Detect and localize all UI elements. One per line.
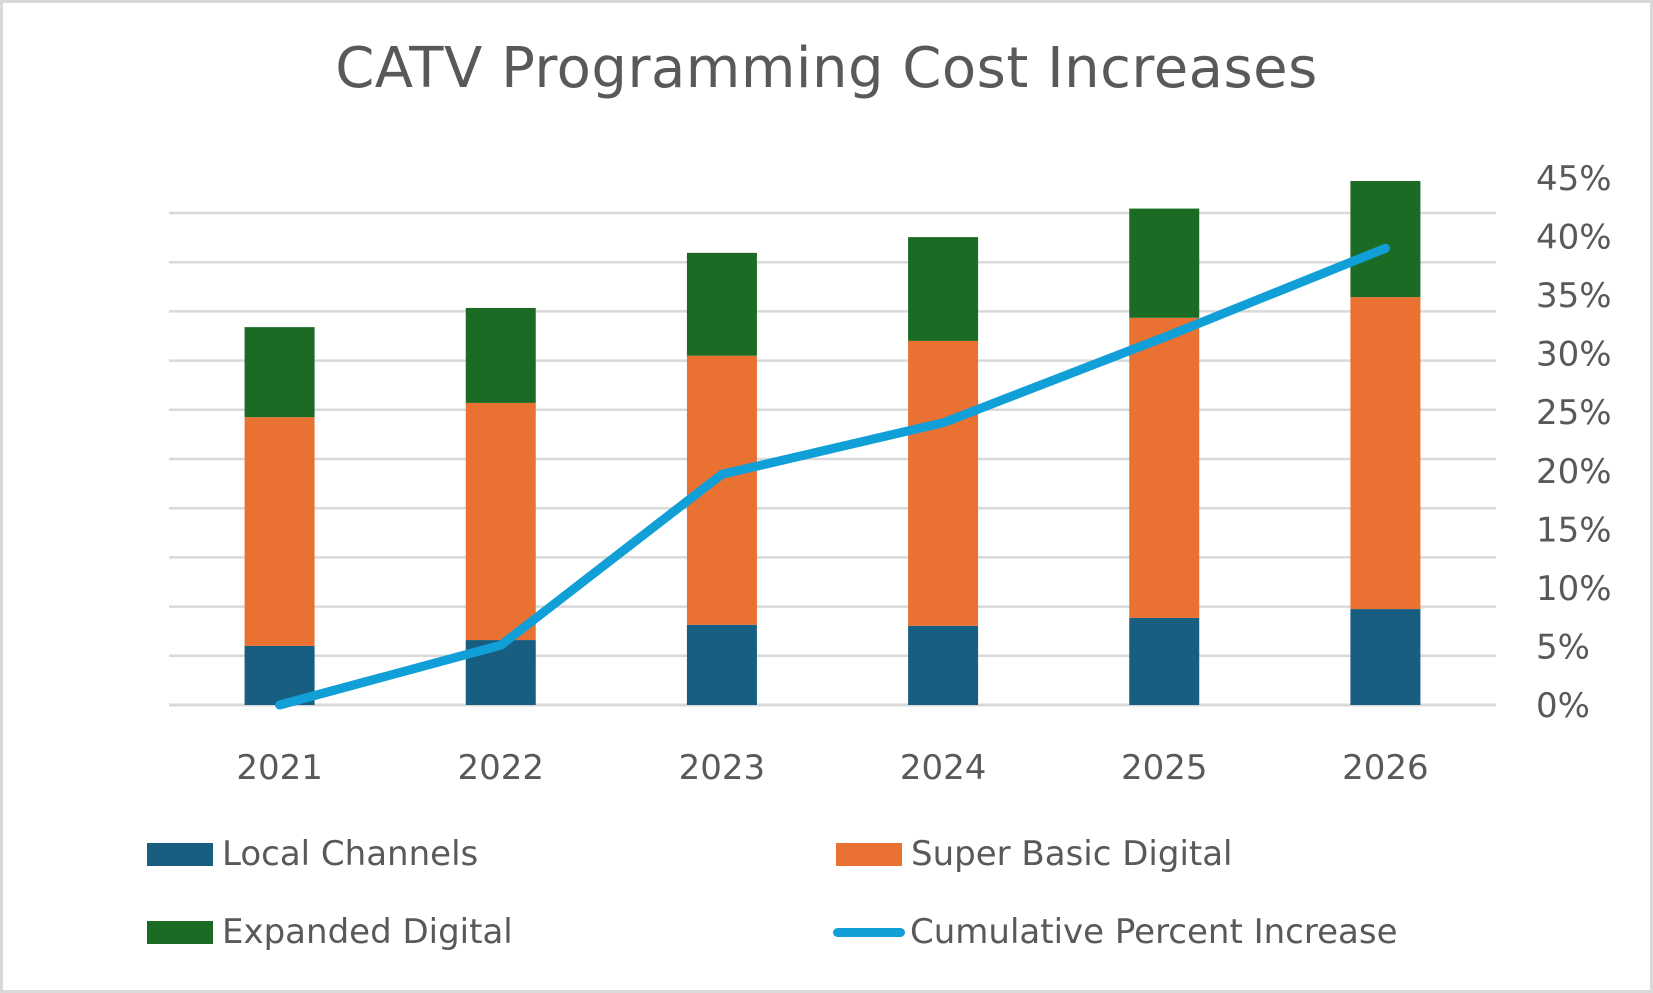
- y2-tick-label: 40%: [1536, 218, 1612, 258]
- bar-segment-super-basic-digital-2022: [465, 402, 536, 641]
- legend-item-super-basic-digital: Super Basic Digital: [836, 834, 1233, 874]
- legend-swatch-local-channels: [147, 842, 213, 866]
- y2-tick-label: 35%: [1536, 276, 1612, 316]
- y2-tick-label: 25%: [1536, 393, 1612, 433]
- legend-label: Local Channels: [222, 834, 479, 874]
- y2-tick-label: 30%: [1536, 335, 1612, 375]
- chart-title: CATV Programming Cost Increases: [335, 36, 1318, 101]
- bar-segment-expanded-digital-2021: [244, 327, 315, 418]
- y2-tick-label: 20%: [1536, 452, 1612, 492]
- cumulative-line: [275, 243, 1390, 710]
- x-tick-label: 2023: [679, 748, 766, 788]
- x-tick-label: 2022: [457, 748, 544, 788]
- legend-label: Expanded Digital: [222, 912, 513, 952]
- y2-tick-label: 0%: [1536, 686, 1590, 726]
- x-tick-label: 2024: [900, 748, 987, 788]
- bar-segment-local-channels-2026: [1350, 609, 1421, 705]
- x-tick-label: 2026: [1342, 748, 1429, 788]
- bar-segment-expanded-digital-2022: [465, 307, 536, 403]
- bar-segment-super-basic-digital-2021: [244, 417, 315, 646]
- y2-tick-label: 10%: [1536, 569, 1612, 609]
- bar-segment-expanded-digital-2026: [1350, 181, 1421, 298]
- y2-tick-label: 15%: [1536, 510, 1612, 550]
- legend-item-local-channels: Local Channels: [147, 834, 478, 874]
- legend-swatch-cumulative-percent-increase: [833, 927, 905, 937]
- x-tick-label: 2025: [1121, 748, 1208, 788]
- bar-segment-local-channels-2024: [908, 625, 979, 705]
- bar-segment-local-channels-2025: [1129, 617, 1200, 705]
- legend-item-expanded-digital: Expanded Digital: [147, 912, 513, 952]
- bars: [244, 181, 1421, 705]
- bar-segment-super-basic-digital-2026: [1350, 297, 1421, 610]
- bar-segment-super-basic-digital-2025: [1129, 317, 1200, 618]
- legend-label: Super Basic Digital: [911, 834, 1233, 874]
- gridlines: [169, 211, 1496, 707]
- legend-swatch-expanded-digital: [147, 920, 213, 944]
- bar-segment-expanded-digital-2024: [908, 237, 979, 341]
- line-series-cumulative-percent-increase: [275, 243, 1390, 710]
- x-tick-label: 2021: [236, 748, 323, 788]
- bar-segment-expanded-digital-2023: [686, 252, 757, 356]
- legend-label: Cumulative Percent Increase: [910, 912, 1398, 952]
- secondary-y-axis-ticks: 0% 5% 10% 15% 20% 25% 30% 35% 40% 45%: [1536, 159, 1612, 726]
- y2-tick-label: 45%: [1536, 159, 1612, 199]
- x-axis-ticks: 2021 2022 2023 2024 2025 2026: [236, 748, 1428, 788]
- bar-segment-local-channels-2023: [686, 624, 757, 705]
- bar-segment-expanded-digital-2025: [1129, 208, 1200, 318]
- bar-segment-super-basic-digital-2024: [908, 340, 979, 626]
- legend-item-cumulative-percent-increase: Cumulative Percent Increase: [833, 912, 1398, 952]
- legend-swatch-super-basic-digital: [836, 842, 902, 866]
- y2-tick-label: 5%: [1536, 627, 1590, 667]
